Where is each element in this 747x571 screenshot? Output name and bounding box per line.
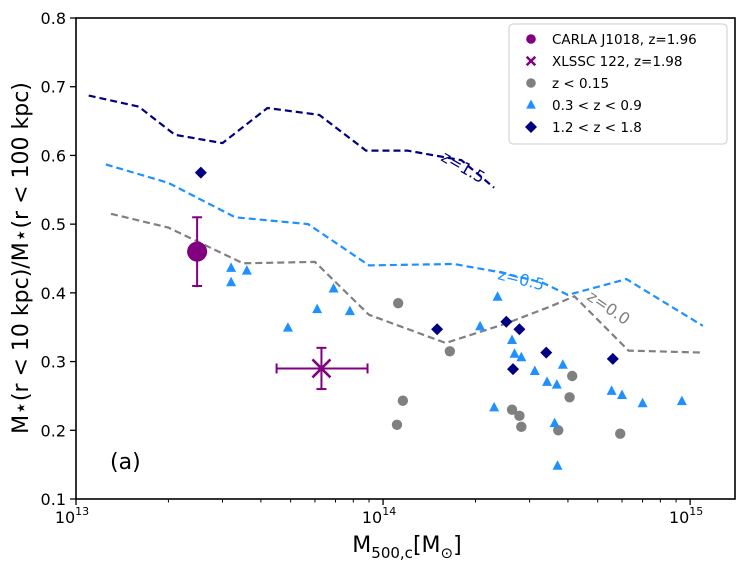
data-point: [489, 401, 500, 412]
data-point: [606, 352, 619, 365]
data-point: [226, 262, 237, 272]
data-point: [557, 359, 568, 369]
y-tick-label: 0.7: [41, 78, 66, 97]
x-tick-label: 1014: [362, 505, 396, 527]
data-point: [392, 297, 404, 309]
x-tick-label: 1013: [55, 505, 89, 527]
axis-ticks: 0.1 0.2 0.3 0.4 0.5 0.6 0.7 0.8 1013 1014 1015: [41, 9, 704, 527]
data-point: [241, 265, 252, 275]
y-axis-label: M⋆(r < 10 kpc)/M⋆(r < 100 kpc): [9, 82, 34, 434]
legend-marker: [525, 55, 537, 67]
curve-z=1.5: [88, 94, 495, 189]
x-tick-label: 1015: [669, 505, 703, 527]
curve-label: z=0.0: [584, 287, 634, 329]
data-point: [516, 351, 527, 362]
curve-z=0.5: [105, 163, 704, 327]
y-tick-label: 0.4: [41, 284, 66, 303]
x-stroke: [525, 55, 537, 67]
data-point: [282, 322, 293, 332]
data-point: [529, 365, 540, 375]
legend-box: [508, 23, 728, 145]
legend: CARLA J1018, z=1.96 XLSSC 122, z=1.98 z < …: [508, 23, 728, 145]
data-point: [500, 315, 513, 328]
data-point: [540, 346, 553, 359]
data-point: [344, 305, 355, 316]
data-point: [617, 389, 628, 399]
panel-label: (a): [110, 450, 141, 475]
legend-marker: [525, 121, 537, 133]
data-point: [514, 410, 525, 422]
curve-label: z=0.5: [496, 264, 546, 294]
legend-marker: [526, 78, 536, 88]
data-point: [444, 346, 456, 357]
curve-z=0.0: [110, 212, 703, 354]
data-point: [549, 417, 560, 428]
data-point: [311, 358, 332, 379]
data-point: [509, 348, 520, 358]
data-point: [606, 385, 617, 395]
data-point: [397, 395, 409, 406]
curve-label: z=1.5: [438, 147, 488, 187]
legend-label: z < 0.15: [552, 76, 609, 92]
data-point: [507, 363, 520, 376]
data-point: [542, 376, 553, 386]
plot-frame: [75, 17, 736, 500]
y-tick-label: 0.5: [41, 215, 66, 234]
data-point: [187, 241, 208, 262]
x-stroke: [311, 358, 332, 379]
data-point: [615, 428, 626, 439]
data-point: [431, 323, 444, 336]
data-points: [187, 166, 687, 470]
data-point: [391, 419, 403, 430]
data-point: [513, 323, 526, 336]
data-point: [564, 392, 575, 403]
data-point: [553, 425, 564, 436]
data-point: [506, 404, 518, 415]
data-point: [551, 379, 562, 389]
x-axis-label: M500,c[M⊙]: [352, 533, 461, 562]
data-point: [194, 166, 207, 179]
data-point: [516, 421, 527, 433]
y-tick-label: 0.6: [41, 146, 66, 165]
legend-label: CARLA J1018, z=1.96: [552, 32, 697, 48]
data-point: [226, 276, 237, 287]
legend-label: XLSSC 122, z=1.98: [552, 54, 682, 70]
legend-marker: [526, 34, 536, 44]
data-point: [567, 370, 578, 382]
y-tick-label: 0.2: [41, 421, 66, 440]
data-point: [552, 460, 563, 470]
data-point: [475, 320, 486, 331]
data-point: [312, 303, 323, 314]
legend-label: 1.2 < z < 1.8: [552, 120, 642, 136]
legend-marker: [526, 99, 536, 109]
data-point: [637, 397, 648, 408]
y-tick-label: 0.8: [41, 9, 66, 28]
data-point: [492, 291, 503, 301]
data-point: [328, 282, 339, 293]
y-tick-label: 0.1: [41, 490, 66, 509]
data-point: [507, 334, 518, 345]
data-point: [676, 395, 687, 406]
legend-label: 0.3 < z < 0.9: [552, 98, 642, 114]
y-tick-label: 0.3: [41, 353, 66, 372]
